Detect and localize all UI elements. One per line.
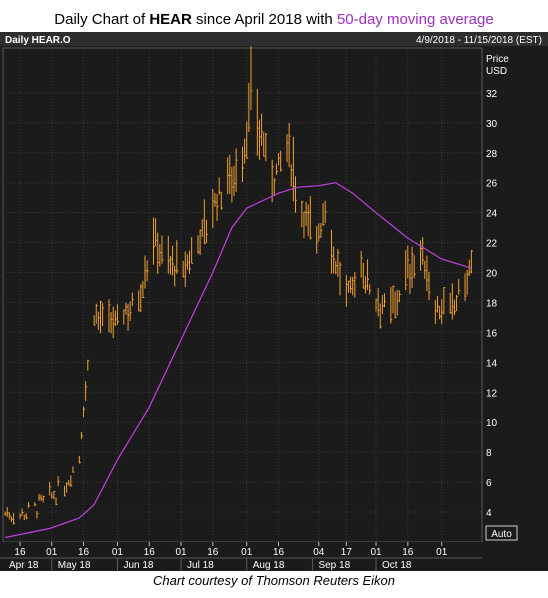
date-range-label: 4/9/2018 - 11/15/2018 (EST) (416, 35, 542, 46)
instrument-label: Daily HEAR.O (5, 35, 71, 46)
x-tick-label: 17 (341, 547, 353, 558)
x-month-label: Oct 18 (382, 560, 412, 571)
y-tick-label: 28 (486, 149, 498, 160)
x-tick-label: 01 (175, 547, 187, 558)
y-axis: Price USD 4 6 8 10 12 14 16 18 20 22 24 26 28 30 32 (486, 54, 509, 519)
y-tick-label: 14 (486, 358, 498, 369)
grid-lines (3, 48, 482, 542)
x-tick-label: 01 (241, 547, 253, 558)
x-tick-label: 16 (144, 547, 156, 558)
y-tick-label: 12 (486, 388, 498, 399)
chart-title: Daily Chart of HEAR since April 2018 wit… (0, 0, 548, 32)
chart-caption: Chart courtesy of Thomson Reuters Eikon (152, 573, 396, 588)
chart-background (0, 32, 548, 571)
title-middle: since April 2018 with (191, 11, 337, 28)
price-axis-label: Price (486, 54, 509, 65)
x-axis: 16 01 16 01 16 01 16 01 16 04 17 01 16 01 Apr 18 May 18… (0, 542, 482, 571)
y-tick-label: 6 (486, 478, 492, 489)
x-tick-label: 16 (14, 547, 26, 558)
x-tick-label: 16 (78, 547, 90, 558)
x-month-label: Apr 18 (9, 560, 39, 571)
chart-header-bar (0, 32, 548, 46)
x-tick-label: 16 (207, 547, 219, 558)
x-month-label: Aug 18 (253, 560, 285, 571)
y-tick-label: 30 (486, 119, 498, 130)
title-prefix: Daily Chart of (54, 11, 150, 28)
x-axis-band (0, 542, 482, 571)
x-tick-label: 01 (370, 547, 382, 558)
y-tick-label: 20 (486, 269, 498, 280)
auto-scale-label: Auto (491, 529, 512, 540)
y-tick-label: 32 (486, 89, 498, 100)
x-month-label: Sep 18 (318, 560, 350, 571)
y-tick-label: 10 (486, 418, 498, 429)
auto-scale-button[interactable] (485, 525, 518, 541)
usd-axis-label: USD (486, 66, 507, 77)
x-tick-label: 01 (112, 547, 124, 558)
y-tick-label: 24 (486, 209, 498, 220)
x-tick-label: 01 (46, 547, 58, 558)
y-tick-label: 8 (486, 448, 492, 459)
y-tick-label: 26 (486, 179, 498, 190)
y-tick-label: 18 (486, 298, 498, 309)
y-tick-label: 4 (486, 508, 492, 519)
x-tick-label: 01 (436, 547, 448, 558)
x-month-label: Jul 18 (187, 560, 214, 571)
x-tick-label: 04 (313, 547, 325, 558)
price-bars (4, 46, 473, 525)
x-tick-label: 16 (402, 547, 414, 558)
y-tick-label: 16 (486, 328, 498, 339)
x-month-label: May 18 (58, 560, 91, 571)
price-chart: Daily HEAR.O 4/9/2018 - 11/15/2018 (EST)… (0, 32, 548, 571)
x-month-label: Jun 18 (123, 560, 153, 571)
title-ticker: HEAR (149, 11, 192, 28)
title-ma-label: 50-day moving average (336, 11, 494, 28)
y-tick-label: 22 (486, 239, 498, 250)
moving-average-line (4, 182, 472, 539)
x-tick-label: 16 (273, 547, 285, 558)
